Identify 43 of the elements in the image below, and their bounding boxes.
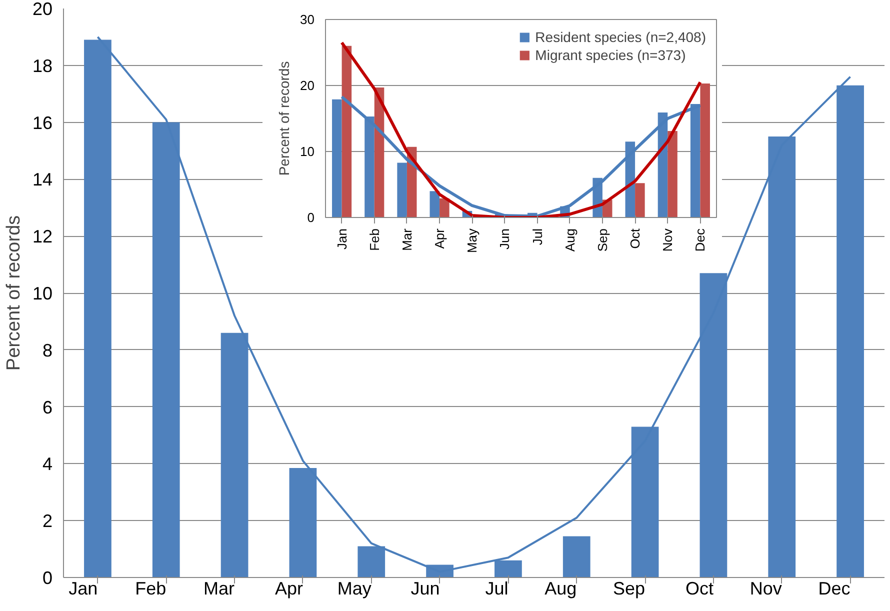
- x-tick-label: Nov: [750, 578, 782, 598]
- y-tick-label: 20: [300, 78, 315, 93]
- x-tick-label: May: [337, 578, 372, 598]
- y-tick-label: 30: [300, 12, 315, 27]
- y-tick-label: 14: [32, 170, 53, 190]
- legend-label: Migrant species (n=373): [535, 47, 686, 63]
- y-tick-label: 2: [42, 511, 53, 532]
- x-tick-label: Aug: [562, 228, 578, 252]
- y-tick-label: 0: [42, 568, 53, 588]
- y-tick-label: 6: [42, 397, 53, 418]
- legend-label: Resident species (n=2,408): [535, 29, 706, 45]
- y-tick-label: 10: [300, 144, 315, 159]
- y-tick-label: 4: [42, 454, 53, 474]
- x-tick-label: Jul: [485, 578, 508, 598]
- x-tick-label: Feb: [366, 228, 382, 251]
- x-tick-label: Aug: [544, 578, 577, 598]
- x-tick-label: May: [464, 228, 480, 254]
- y-tick-label: 8: [42, 340, 53, 360]
- x-tick-label: Jan: [334, 228, 350, 250]
- x-tick-label: Dec: [692, 228, 708, 252]
- y-axis-title: Percent of records: [3, 215, 24, 371]
- y-tick-label: 10: [32, 284, 53, 304]
- x-tick-label: Nov: [660, 228, 676, 252]
- x-tick-label: Mar: [204, 578, 235, 598]
- y-tick-label: 0: [307, 210, 315, 225]
- x-tick-label: Jun: [497, 228, 512, 250]
- x-tick-label: Oct: [628, 228, 643, 249]
- y-tick-label: 16: [32, 112, 53, 133]
- x-tick-label: Apr: [432, 228, 448, 249]
- x-tick-label: Jul: [530, 228, 545, 246]
- y-tick-label: 12: [32, 226, 53, 247]
- y-tick-label: 20: [32, 0, 53, 19]
- x-tick-label: Oct: [685, 578, 714, 598]
- x-tick-label: Dec: [818, 578, 850, 598]
- y-tick-label: 18: [32, 56, 53, 76]
- x-tick-label: Feb: [135, 578, 166, 598]
- x-tick-label: Jun: [410, 578, 440, 598]
- y-axis-title: Percent of records: [276, 61, 292, 176]
- x-tick-label: Sep: [613, 578, 646, 598]
- x-tick-label: Mar: [399, 228, 414, 251]
- x-tick-label: Apr: [274, 578, 303, 598]
- x-tick-label: Jan: [68, 578, 98, 598]
- x-tick-label: Sep: [594, 228, 610, 252]
